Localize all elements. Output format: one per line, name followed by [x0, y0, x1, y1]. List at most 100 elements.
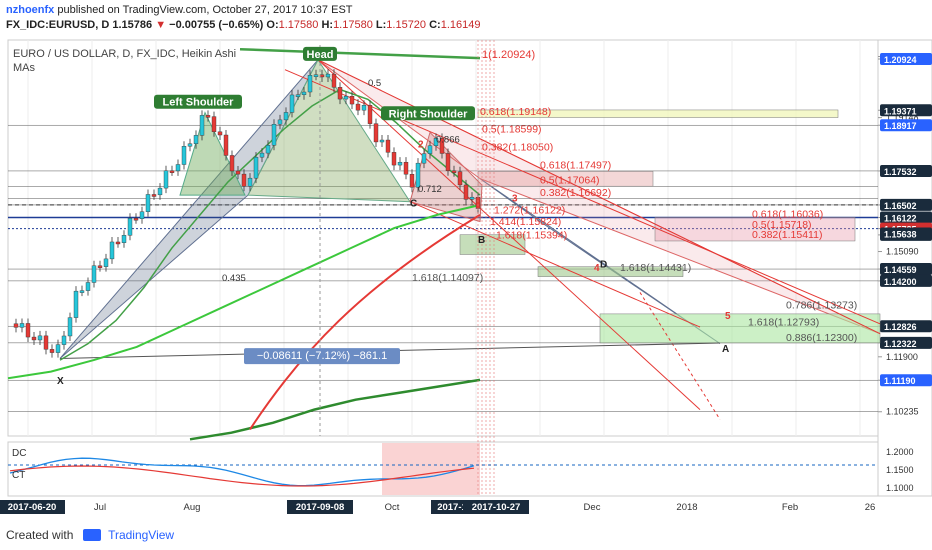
tradingview-brand[interactable]: TradingView [108, 528, 175, 542]
ma-label[interactable]: MAs [13, 62, 35, 74]
chart-title: EURO / US DOLLAR, D, FX_IDC, Heikin Ashi [13, 48, 237, 60]
fib-label: 1.618(1.12793) [748, 316, 819, 328]
pattern-point-label: 2 [418, 139, 424, 150]
time-tick-label: Aug [184, 502, 201, 513]
pattern-point-label: 3 [512, 194, 518, 205]
osc-label-ct: CT [12, 470, 25, 481]
candle-body [157, 187, 163, 196]
candle-body [217, 131, 223, 136]
pattern-bcd [479, 178, 721, 345]
candle-body [121, 235, 127, 243]
fib-label: 0.618(1.16036) [752, 209, 823, 221]
pattern-point-label: 5 [725, 311, 731, 322]
ma-slow-line [7, 204, 481, 380]
head-label: Head [307, 49, 334, 61]
pattern-point-label: A [722, 344, 729, 355]
candle-body [337, 87, 343, 100]
price-tag-label: 1.15638 [884, 229, 917, 239]
candle-body [355, 103, 361, 111]
ma-long-line [189, 378, 481, 441]
candle-body [91, 265, 97, 283]
trend-line [317, 59, 881, 335]
high-value: 1.17580 [333, 19, 373, 31]
candle-body [127, 218, 133, 236]
open-label: O: [266, 19, 279, 31]
candle-body [235, 170, 241, 175]
candle-body [55, 344, 61, 353]
candle-body [457, 171, 463, 186]
footer: Created with TradingView [6, 528, 174, 542]
candle-body [229, 155, 235, 172]
candle-body [367, 104, 373, 124]
candle-body [439, 138, 445, 154]
time-tick-label: 26 [865, 502, 876, 513]
fib-zone [477, 171, 654, 187]
fib-label: 0.886(1.12300) [786, 332, 857, 344]
time-tag [431, 500, 473, 514]
close-value: 1.16149 [440, 19, 481, 31]
osc-tick-label: 1.2000 [886, 447, 914, 457]
fib-label: 0.618(1.17497) [540, 160, 611, 172]
osc-tick-label: 1.1000 [886, 483, 914, 493]
candle-body [433, 138, 439, 146]
fib-label: 0.382(1.15411) [752, 229, 822, 241]
candle-body [253, 156, 259, 179]
candle-body [409, 174, 415, 188]
candle-body [67, 317, 73, 337]
candle-body [379, 139, 385, 143]
candle-body [259, 152, 265, 158]
price-tag [880, 227, 932, 240]
ma-red-line [249, 214, 481, 430]
candle-body [193, 135, 199, 144]
fib-zone [599, 313, 881, 344]
time-tick-label: 2017-06-20 [8, 502, 57, 513]
head-label-bg [303, 46, 337, 61]
price-tag-label: 1.16502 [884, 201, 917, 211]
price-tick-label: 1.15090 [886, 247, 919, 257]
measure-label: −0.08611 (−7.12%) −861.1 [257, 350, 387, 362]
price-tag-label: 1.12826 [884, 322, 917, 332]
candle-body [73, 290, 79, 318]
candle-body [301, 91, 307, 95]
oscillator-pane [7, 441, 879, 497]
trend-line [409, 201, 701, 328]
projection-line [639, 292, 721, 420]
fib-label: 1.618(1.14097) [412, 272, 483, 284]
low-value: 1.15720 [386, 19, 427, 31]
candle-body [37, 335, 43, 341]
ma-top-line [239, 47, 481, 60]
candle-body [319, 74, 325, 78]
price-tick-label: 1.11900 [886, 352, 918, 362]
ratio-label: 0.5 [368, 78, 381, 89]
candle-body [331, 73, 337, 88]
osc-label-dc: DC [12, 448, 26, 459]
candle-body [313, 74, 319, 77]
candle-body [103, 258, 109, 267]
candle-body [427, 145, 433, 154]
last-price: 1.15786 [112, 19, 153, 31]
candle-body [187, 143, 193, 147]
pattern-point-label: 4 [594, 263, 600, 274]
author-link[interactable]: nzhoenfx [6, 4, 55, 16]
fib-label: 0.5(1.17064) [540, 175, 600, 187]
publish-line: nzhoenfx published on TradingView.com, O… [6, 4, 932, 16]
candle-body [343, 95, 349, 100]
price-change: −0.00755 (−0.65%) [169, 19, 264, 31]
candle-body [85, 282, 91, 291]
candle-body [397, 161, 403, 166]
time-tick-label: Dec [584, 502, 601, 513]
candle-body [373, 123, 379, 143]
ratio-label: 0.712 [418, 184, 442, 195]
candle-body [277, 119, 283, 125]
price-tag-label: 1.17532 [884, 167, 917, 177]
candle-body [391, 152, 397, 166]
chart-legend: EURO / US DOLLAR, D, FX_IDC, Heikin Ashi… [13, 47, 236, 75]
ma-fast-line [59, 88, 481, 361]
price-chart[interactable]: 1.210001.209241.193711.191481.189171.175… [0, 36, 932, 526]
candle-body [61, 335, 67, 345]
candle-body [241, 173, 247, 187]
candle-body [469, 196, 475, 200]
pattern-point-label: C [410, 199, 417, 210]
left-shoulder-label: Left Shoulder [163, 97, 235, 109]
price-tag [880, 119, 932, 132]
